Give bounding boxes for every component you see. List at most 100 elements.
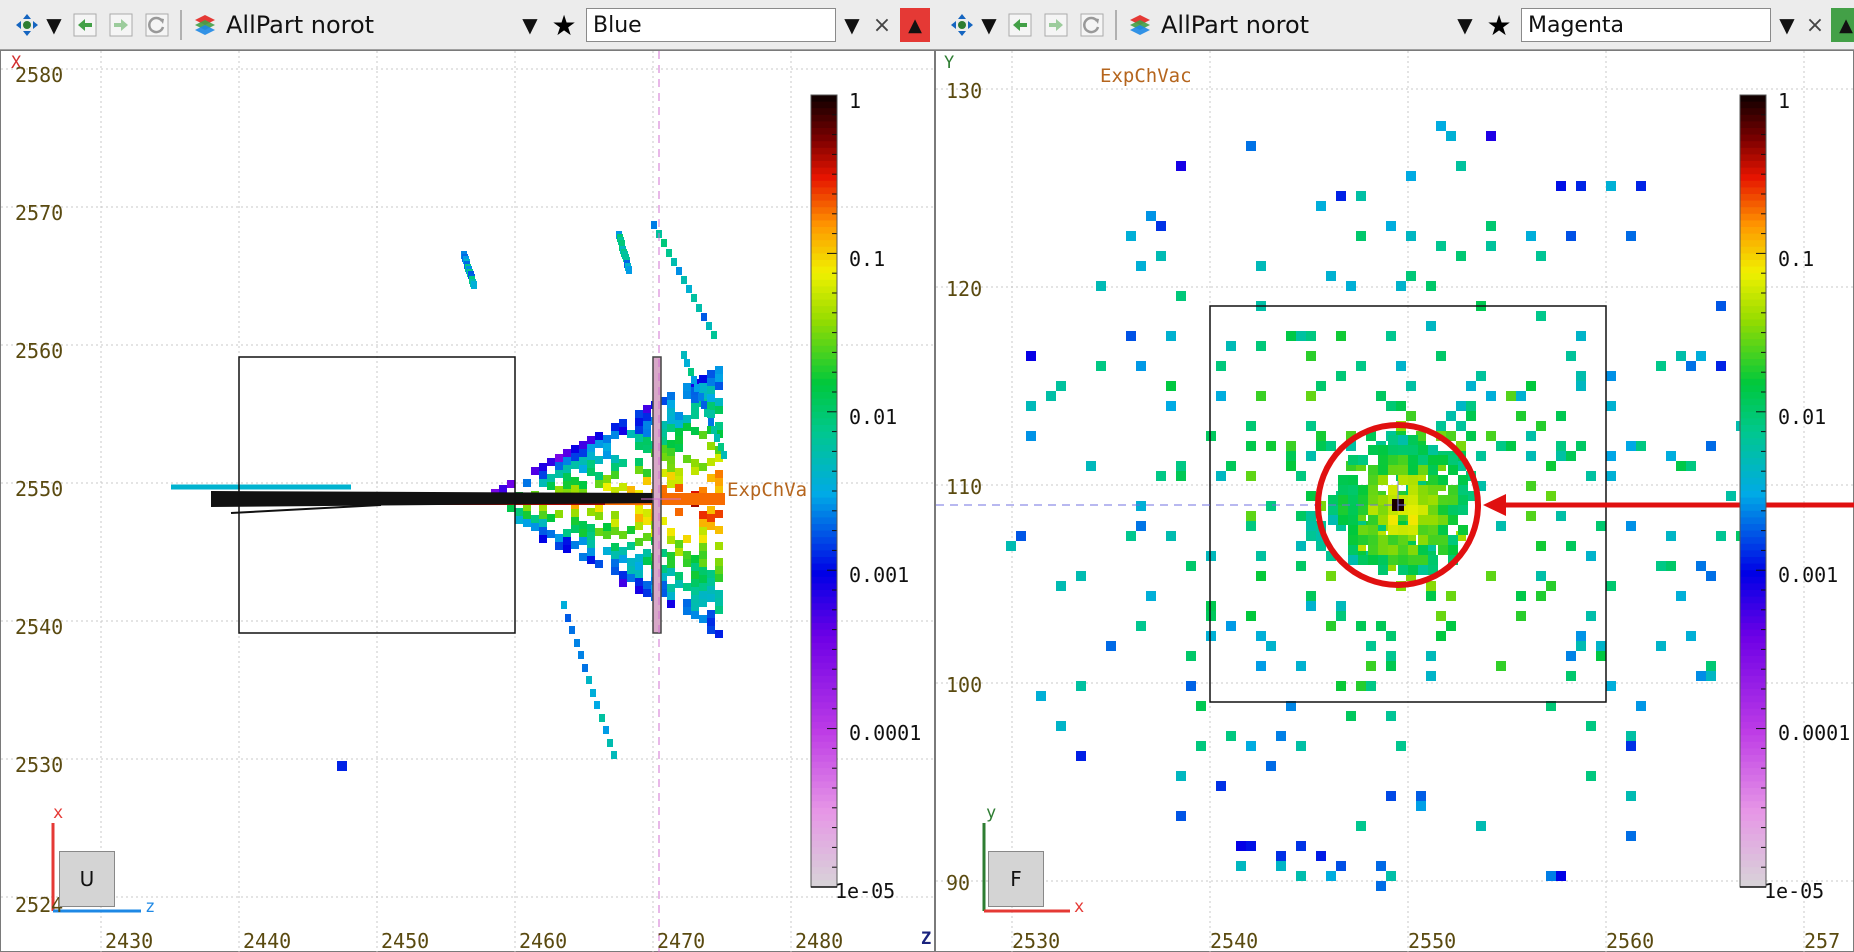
move-icon[interactable] [947, 8, 977, 42]
heatmap-cell [715, 606, 723, 614]
color-field[interactable]: Blue [586, 8, 836, 42]
heatmap-cell [667, 552, 675, 560]
colorbar-segment [811, 431, 837, 439]
colorbar-segment [1740, 174, 1766, 182]
heatmap-cell [1606, 451, 1616, 461]
heatmap-cell [683, 391, 691, 399]
heatmap-cell [1408, 505, 1418, 515]
heatmap-cell [688, 368, 694, 376]
color-field[interactable]: Magenta [1521, 8, 1771, 42]
heatmap-cell [659, 589, 667, 597]
heatmap-cell [643, 549, 651, 557]
heatmap-cell [1378, 495, 1388, 505]
heatmap-cell [531, 467, 539, 475]
star-icon[interactable]: ★ [1486, 8, 1512, 42]
layer-dropdown-arrow[interactable]: ▼ [1457, 13, 1473, 37]
right-plot-canvas[interactable]: Y 130 120 110 100 90 2530 2540 2550 2560… [935, 50, 1854, 952]
heatmap-cell [563, 545, 571, 553]
colorbar-segment [1740, 464, 1766, 472]
back-icon[interactable] [70, 8, 100, 42]
colorbar-segment [811, 279, 837, 287]
heatmap-cell [1338, 495, 1348, 505]
heatmap-cell [1316, 851, 1326, 861]
heatmap-cell [1446, 621, 1456, 631]
heatmap-cell [1256, 571, 1266, 581]
heatmap-cell [1346, 461, 1356, 471]
heatmap-cell [1486, 221, 1496, 231]
heatmap-cell [1486, 431, 1496, 441]
colorbar-segment [1740, 200, 1766, 208]
heatmap-cell [611, 511, 619, 519]
star-icon[interactable]: ★ [551, 8, 577, 42]
heatmap-cell [1036, 691, 1046, 701]
maximize-icon[interactable]: ▲ [1831, 8, 1854, 42]
colorbar-segment [1740, 365, 1766, 373]
view-orientation-button[interactable]: F [988, 851, 1044, 907]
horizontal-axis-letter: Z [921, 929, 932, 949]
heatmap-cell [1386, 221, 1396, 231]
colorbar-segment [1740, 504, 1766, 512]
maximize-icon[interactable]: ▲ [900, 8, 930, 42]
refresh-icon[interactable] [142, 8, 172, 42]
color-dropdown-arrow[interactable]: ▼ [1779, 13, 1795, 37]
heatmap-cell [1408, 445, 1418, 455]
heatmap-cell [571, 453, 579, 461]
heatmap-cell [709, 493, 717, 505]
heatmap-cell [715, 470, 723, 478]
colorbar-segment [1740, 550, 1766, 558]
colorbar-label: 0.001 [1778, 563, 1839, 587]
heatmap-cell [1496, 661, 1506, 671]
move-dropdown-arrow[interactable]: ▼ [46, 13, 62, 37]
refresh-icon[interactable] [1077, 8, 1107, 42]
heatmap-cell [1606, 681, 1616, 691]
colorbar-segment [1740, 134, 1766, 142]
layers-icon[interactable] [190, 8, 220, 42]
heatmap-cell [571, 541, 579, 549]
heatmap-cell [691, 427, 699, 435]
heatmap-cell [1356, 621, 1366, 631]
heatmap-cell [582, 664, 588, 672]
colorbar-segment [1740, 266, 1766, 274]
left-plot-canvas[interactable]: X Z 2580 2570 2560 2550 2540 2530 2524 2… [0, 50, 935, 952]
heatmap-cell [603, 523, 611, 531]
heatmap-cell [1136, 501, 1146, 511]
forward-icon[interactable] [106, 8, 136, 42]
colorbar-segment [811, 200, 837, 208]
forward-icon[interactable] [1041, 8, 1071, 42]
heatmap-cell [1096, 281, 1106, 291]
heatmap-cell [635, 578, 643, 586]
colorbar-segment [811, 332, 837, 340]
colorbar-segment [1740, 735, 1766, 743]
layers-icon[interactable] [1125, 8, 1155, 42]
colorbar-segment [811, 213, 837, 221]
colorbar-segment [811, 418, 837, 426]
close-icon[interactable]: × [872, 12, 892, 38]
colorbar-segment [1740, 339, 1766, 347]
region-outline [238, 356, 516, 634]
color-dropdown-arrow[interactable]: ▼ [844, 13, 860, 37]
colorbar-segment [811, 405, 837, 413]
move-dropdown-arrow[interactable]: ▼ [981, 13, 997, 37]
close-icon[interactable]: × [1805, 12, 1825, 38]
heatmap-cell [635, 570, 643, 578]
heatmap-cell [1368, 475, 1378, 485]
heatmap-cell [611, 527, 619, 535]
heatmap-cell [659, 573, 667, 581]
colorbar-segment [811, 372, 837, 380]
colorbar-segment [811, 266, 837, 274]
colorbar-segment [811, 444, 837, 452]
heatmap-cell [1398, 525, 1408, 535]
view-orientation-button[interactable]: U [59, 851, 115, 907]
heatmap-cell [1026, 351, 1036, 361]
heatmap-cell [1436, 241, 1446, 251]
heatmap-cell [627, 574, 635, 582]
heatmap-cell [539, 503, 547, 511]
move-icon[interactable] [12, 8, 42, 42]
heatmap-cell [1408, 525, 1418, 535]
heatmap-cell [587, 452, 595, 460]
heatmap-cell [579, 537, 587, 545]
heatmap-cell [691, 411, 699, 419]
back-icon[interactable] [1005, 8, 1035, 42]
gizmo-right-letter: x [1074, 897, 1085, 917]
layer-dropdown-arrow[interactable]: ▼ [522, 13, 538, 37]
